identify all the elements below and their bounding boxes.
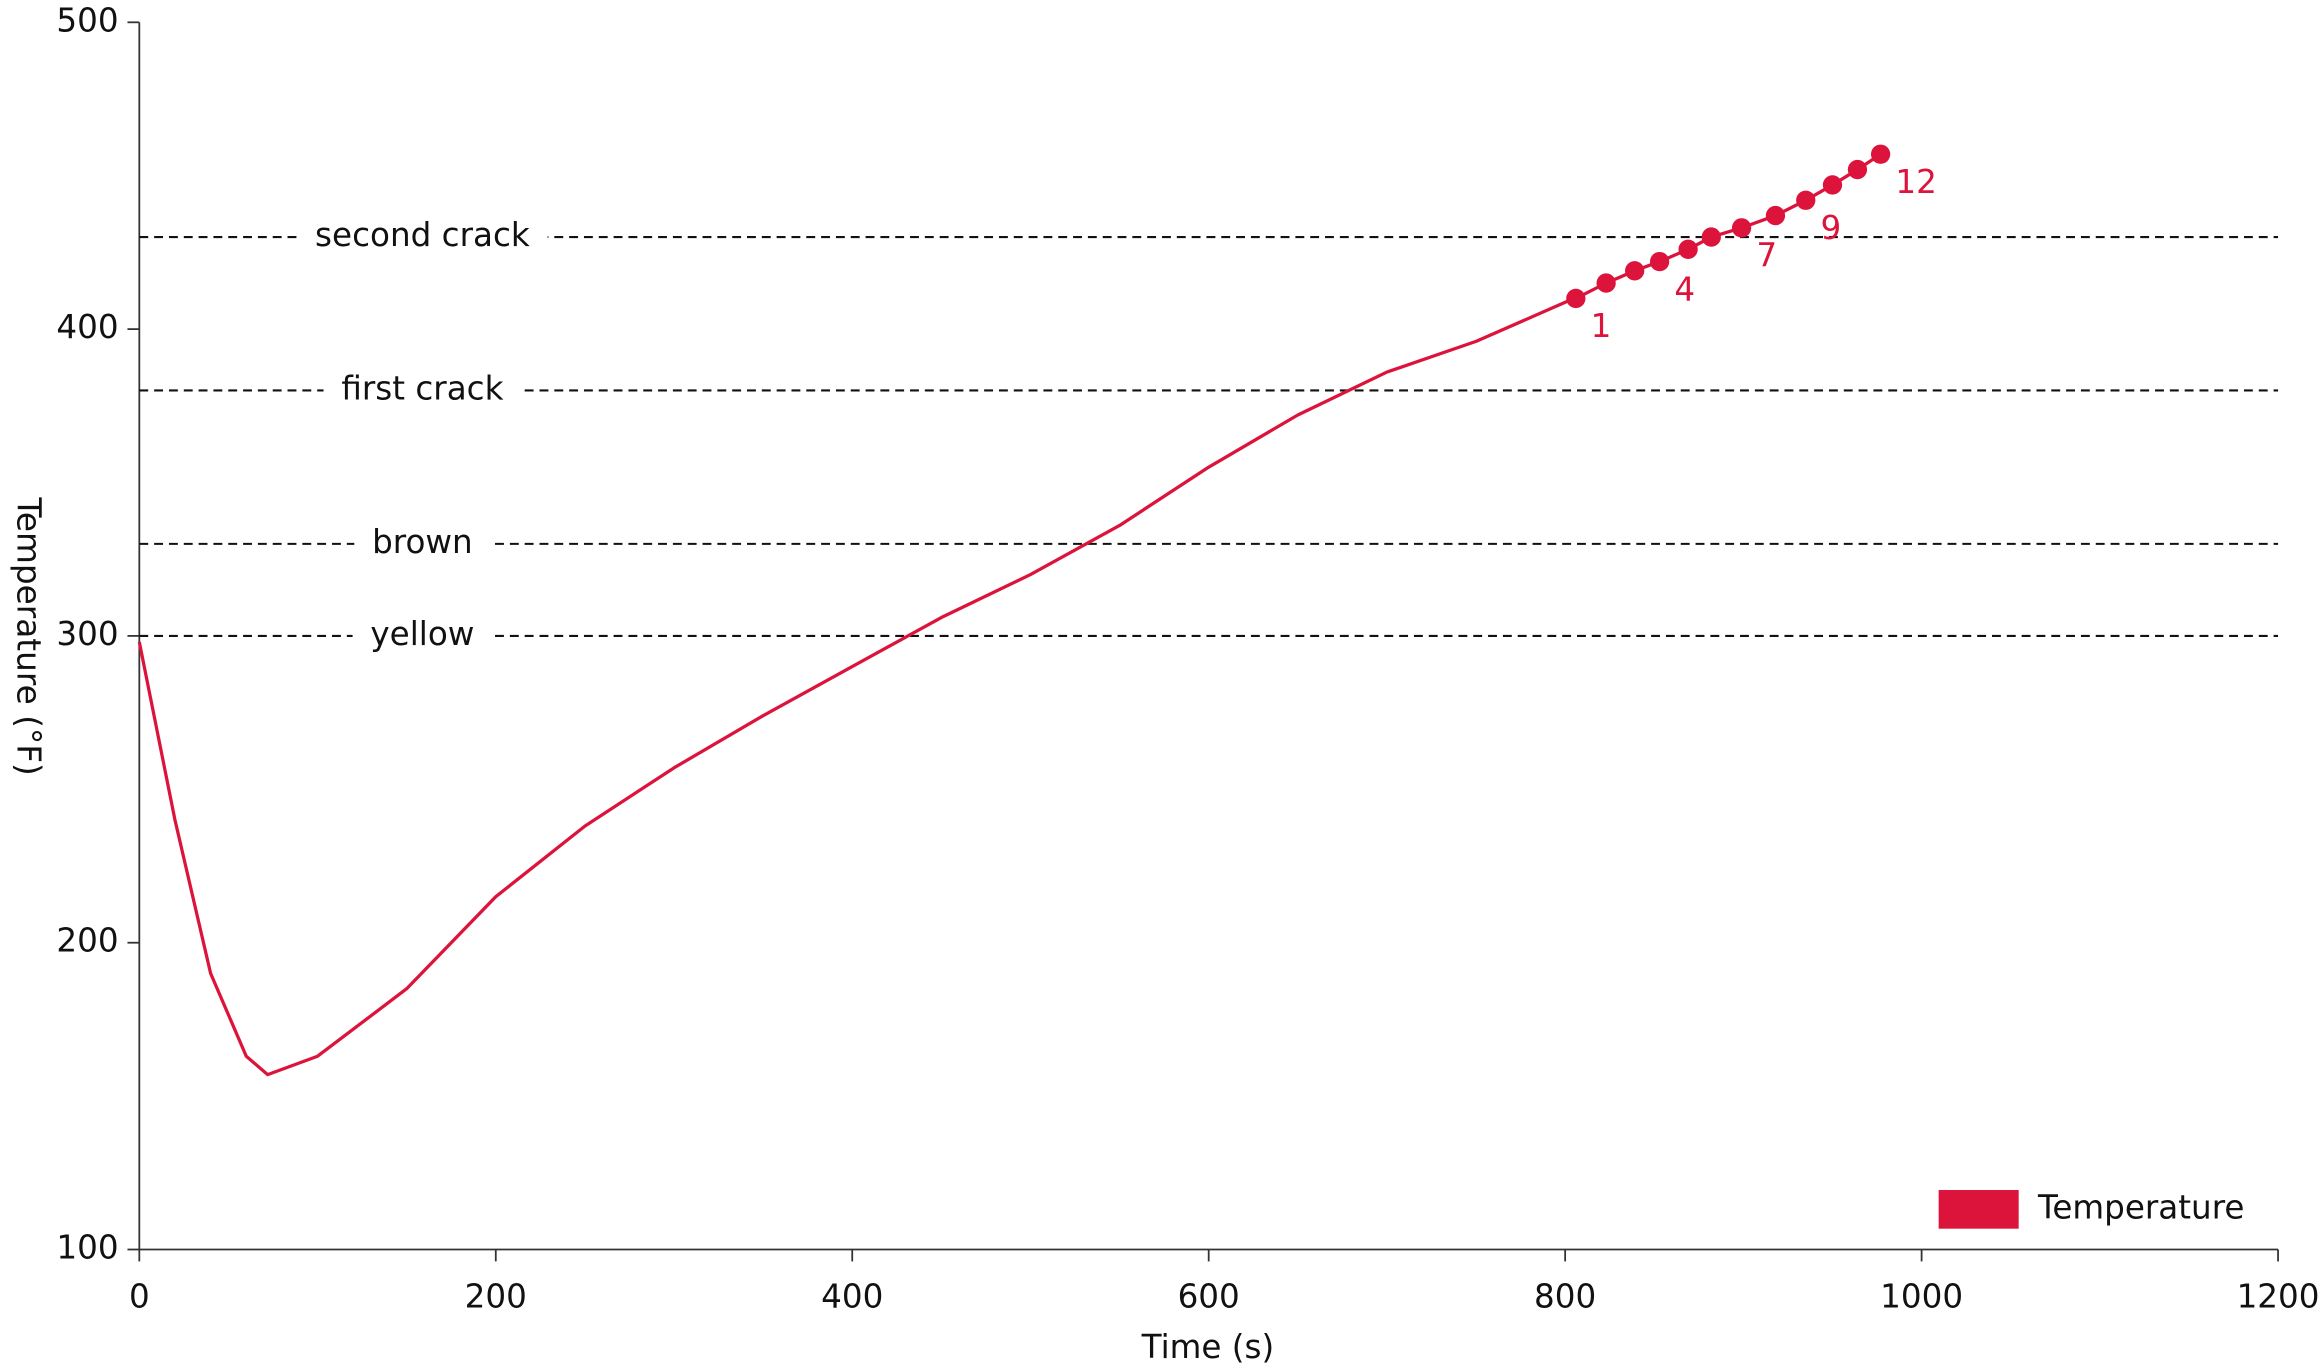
marker-label: 9 — [1821, 209, 1842, 247]
reference-label-bg — [352, 614, 493, 653]
marker-label: 1 — [1591, 307, 1612, 345]
y-tick-label: 500 — [56, 1, 118, 39]
y-tick-label: 200 — [56, 922, 118, 960]
marker — [1566, 288, 1586, 309]
marker — [1796, 190, 1816, 210]
legend-label: Temperature — [2037, 1188, 2244, 1226]
marker — [1765, 205, 1786, 226]
reference-label: brown — [372, 523, 473, 561]
reference-label-bg — [323, 369, 522, 408]
x-tick-label: 1000 — [1880, 1278, 1963, 1316]
reference-label-bg — [297, 216, 548, 255]
marker — [1731, 218, 1752, 238]
x-tick-label: 400 — [821, 1278, 883, 1316]
temperature-line — [137, 296, 1575, 1077]
marker — [1847, 159, 1868, 180]
marker-label: 12 — [1895, 163, 1936, 201]
x-tick-label: 800 — [1534, 1278, 1596, 1316]
y-tick-label: 100 — [56, 1228, 118, 1266]
marker — [1649, 251, 1670, 272]
x-axis-label: Time (s) — [1141, 1328, 1275, 1366]
marker — [1596, 273, 1616, 293]
y-tick-label: 400 — [56, 308, 118, 346]
reference-label-bg — [354, 522, 491, 561]
reference-label: first crack — [341, 369, 503, 407]
legend-swatch — [1938, 1190, 2019, 1229]
marker — [1822, 175, 1843, 195]
y-axis-label: Temperature (°F) — [10, 496, 48, 775]
reference-label: yellow — [370, 615, 474, 653]
marker — [1870, 144, 1891, 164]
marker — [1678, 239, 1698, 260]
x-tick-label: 200 — [465, 1278, 527, 1316]
x-tick-label: 0 — [129, 1278, 150, 1316]
marker-label: 7 — [1756, 237, 1777, 275]
y-tick-label: 300 — [56, 615, 118, 653]
reference-label: second crack — [315, 216, 530, 254]
x-tick-label: 1200 — [2237, 1278, 2320, 1316]
marker — [1625, 261, 1645, 281]
x-tick-label: 600 — [1178, 1278, 1240, 1316]
marker-label: 4 — [1674, 270, 1695, 308]
marker — [1701, 227, 1721, 247]
